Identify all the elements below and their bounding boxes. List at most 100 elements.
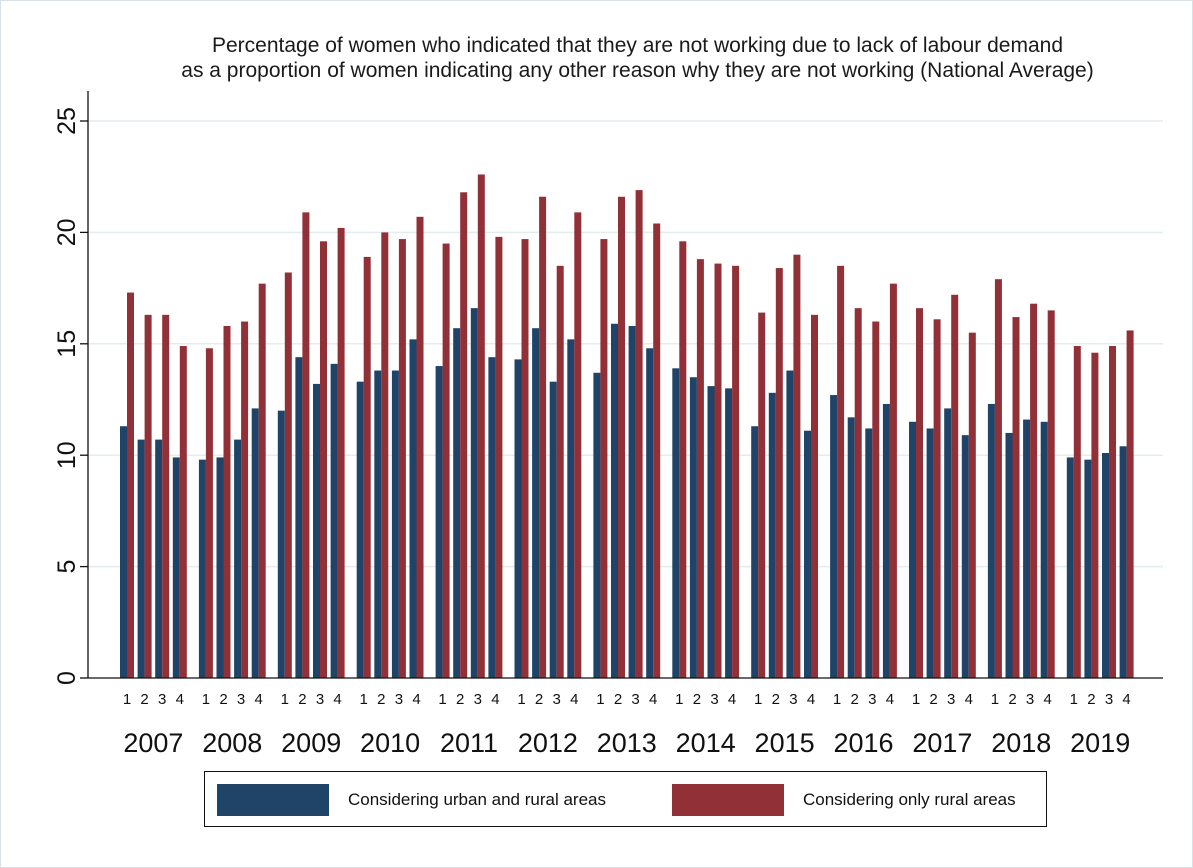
bar-rural-only — [337, 227, 345, 678]
quarter-label: 4 — [1122, 691, 1130, 708]
bar-urban-rural — [1102, 452, 1109, 678]
quarter-label: 2 — [851, 691, 859, 708]
quarter-label: 4 — [649, 691, 657, 708]
bar-urban-rural — [628, 325, 636, 678]
bar-rural-only — [618, 196, 625, 678]
bar-rural-only — [521, 239, 529, 679]
quarter-label: 2 — [140, 691, 148, 708]
quarter-label: 1 — [202, 691, 210, 708]
bar-urban-rural — [786, 370, 794, 678]
bar-rural-only — [1047, 310, 1055, 678]
year-label: 2015 — [755, 728, 815, 758]
bar-urban-rural — [830, 395, 838, 678]
y-tick-label: 15 — [53, 330, 81, 358]
quarter-label: 1 — [123, 691, 131, 708]
bar-rural-only — [837, 265, 845, 678]
bar-urban-rural — [532, 328, 540, 678]
quarter-label: 3 — [710, 691, 718, 708]
bar-urban-rural — [768, 392, 776, 678]
bar-urban-rural — [277, 410, 285, 678]
year-label: 2017 — [912, 728, 972, 758]
quarter-label: 2 — [535, 691, 543, 708]
bar-rural-only — [889, 283, 897, 678]
quarter-label: 3 — [1026, 691, 1034, 708]
quarter-label: 2 — [772, 691, 780, 708]
quarter-label: 2 — [693, 691, 701, 708]
bar-rural-only — [179, 346, 187, 678]
bar-urban-rural — [672, 368, 680, 678]
bar-rural-only — [696, 259, 704, 678]
quarter-label: 3 — [553, 691, 561, 708]
year-label: 2019 — [1070, 728, 1130, 758]
bar-rural-only — [732, 265, 740, 678]
bar-rural-only — [1073, 346, 1081, 678]
bar-rural-only — [363, 256, 371, 678]
quarter-label: 1 — [517, 691, 525, 708]
chart-title-line-1: Percentage of women who indicated that t… — [211, 34, 1064, 57]
bar-rural-only — [1012, 317, 1020, 678]
bar-rural-only — [556, 265, 564, 678]
bar-urban-rural — [409, 339, 417, 678]
quarter-label: 1 — [438, 691, 446, 708]
quarter-label: 4 — [333, 691, 341, 708]
bar-rural-only — [1109, 346, 1116, 678]
quarter-label: 2 — [1008, 691, 1016, 708]
quarter-label: 3 — [631, 691, 639, 708]
bar-urban-rural — [804, 430, 811, 678]
bar-rural-only — [679, 241, 687, 678]
bar-rural-only — [162, 314, 170, 678]
bar-urban-rural — [987, 403, 995, 678]
year-label: 2018 — [991, 728, 1051, 758]
quarter-label: 3 — [947, 691, 955, 708]
y-tick-label: 0 — [53, 671, 81, 685]
bar-rural-only — [320, 241, 327, 678]
quarter-label: 2 — [929, 691, 937, 708]
bar-rural-only — [381, 232, 389, 678]
bar-rural-only — [495, 236, 503, 678]
bar-rural-only — [223, 325, 231, 678]
bar-urban-rural — [295, 357, 303, 678]
bar-rural-only — [916, 308, 923, 678]
legend: Considering urban and rural areas Consid… — [204, 771, 1047, 827]
bar-urban-rural — [751, 426, 759, 678]
quarter-label: 2 — [377, 691, 385, 708]
bar-urban-rural — [865, 428, 873, 678]
bar-urban-rural — [313, 383, 320, 678]
quarter-label: 4 — [886, 691, 894, 708]
quarter-label: 1 — [991, 691, 999, 708]
bar-rural-only — [539, 196, 547, 678]
legend-item-urban-rural: Considering urban and rural areas — [217, 784, 606, 816]
quarter-label: 1 — [596, 691, 604, 708]
bar-urban-rural — [944, 408, 952, 678]
bar-urban-rural — [435, 366, 443, 678]
bar-rural-only — [758, 312, 766, 678]
quarter-label: 2 — [298, 691, 306, 708]
bar-urban-rural — [330, 363, 338, 678]
quarter-label: 1 — [281, 691, 289, 708]
legend-item-rural-only: Considering only rural areas — [672, 784, 1016, 816]
quarter-label: 2 — [456, 691, 464, 708]
bar-urban-rural — [172, 457, 180, 678]
quarter-label: 3 — [1105, 691, 1113, 708]
bar-rural-only — [144, 314, 152, 678]
y-tick-label: 5 — [53, 560, 81, 574]
y-tick-label: 25 — [53, 107, 81, 135]
year-label: 2014 — [676, 728, 736, 758]
bar-urban-rural — [725, 388, 733, 678]
bar-rural-only — [442, 243, 450, 679]
y-tick-label: 10 — [53, 441, 81, 469]
bar-rural-only — [635, 190, 643, 678]
bar-rural-only — [241, 321, 249, 678]
bar-urban-rural — [1005, 432, 1013, 678]
quarter-label: 1 — [754, 691, 762, 708]
quarter-label: 4 — [807, 691, 815, 708]
quarter-label: 4 — [176, 691, 184, 708]
legend-label-rural-only: Considering only rural areas — [803, 790, 1016, 809]
bar-rural-only — [600, 239, 608, 679]
bar-urban-rural — [251, 408, 259, 678]
bar-rural-only — [951, 294, 959, 678]
bar-urban-rural — [216, 457, 224, 678]
bar-rural-only — [416, 216, 424, 678]
